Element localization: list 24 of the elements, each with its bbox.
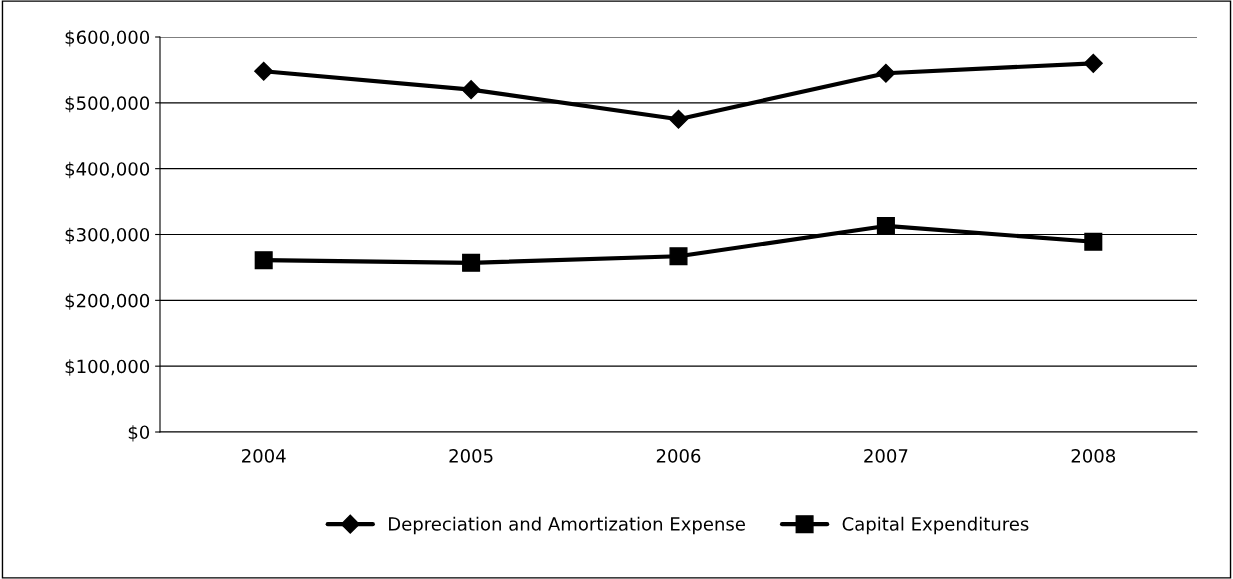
x-tick-label: 2005 — [449, 448, 493, 463]
y-tick-label: $500,000 — [65, 95, 150, 113]
point — [462, 253, 481, 272]
point — [669, 247, 688, 266]
point — [461, 80, 481, 100]
y-tick-label: $600,000 — [65, 30, 150, 47]
point — [1083, 53, 1103, 73]
point — [254, 61, 274, 81]
x-tick-label: 2008 — [1071, 448, 1116, 463]
legend-label: Capital Expenditures — [842, 516, 1029, 535]
y-tick-label: $0 — [128, 425, 150, 442]
x-tick-label: 2004 — [242, 448, 286, 463]
y-tick-label: $300,000 — [65, 227, 150, 245]
point — [254, 251, 273, 270]
y-tick-label: $100,000 — [65, 359, 150, 376]
x-tick-label: 2006 — [656, 448, 701, 463]
y-tick-label: $400,000 — [65, 161, 150, 179]
y-tick-label: $200,000 — [65, 293, 150, 310]
point — [668, 109, 689, 129]
x-tick-label: 2007 — [864, 448, 908, 463]
point — [876, 63, 896, 83]
point — [1084, 232, 1103, 251]
point — [876, 216, 895, 235]
legend-label: Depreciation and Amortization Expense — [389, 516, 745, 535]
